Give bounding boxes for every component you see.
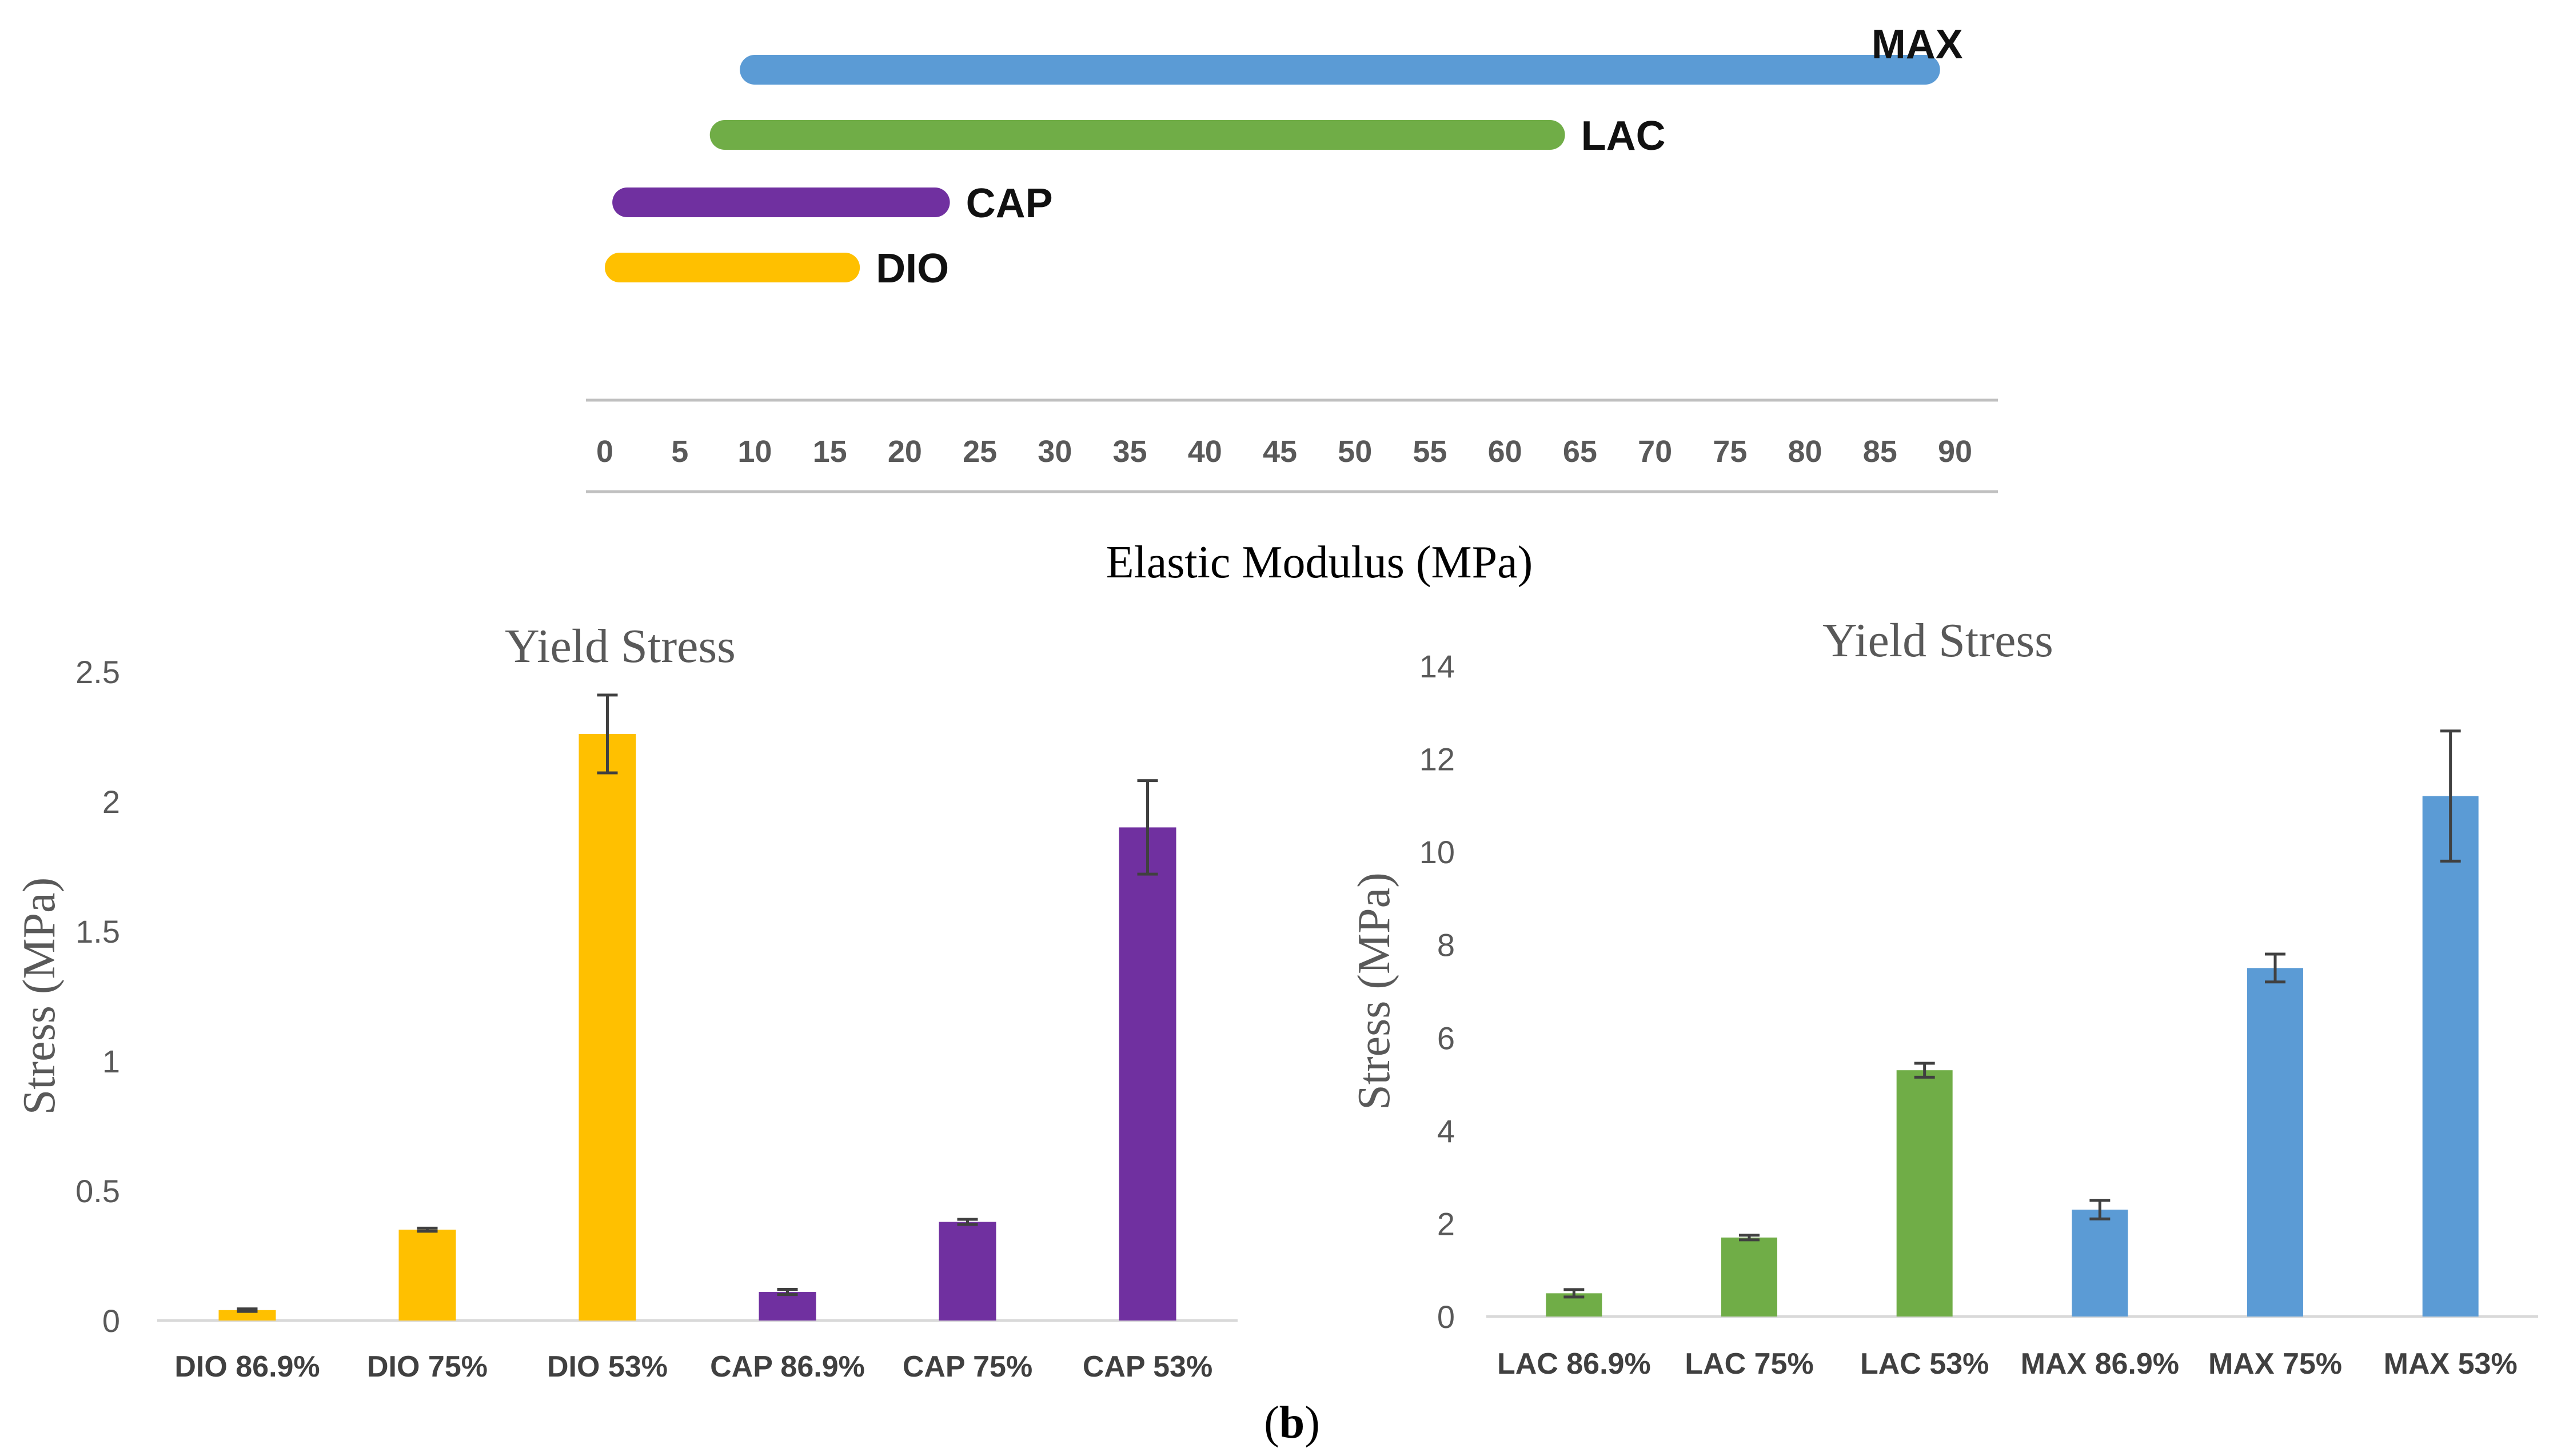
bar-dio-86-9pct	[218, 1310, 276, 1321]
y-axis-label: Stress (MPa)	[14, 877, 65, 1115]
range-bar-dio	[605, 253, 860, 282]
y-tick-label: 1.5	[75, 914, 120, 950]
y-tick-label: 0	[102, 1303, 120, 1339]
category-label-cap-86-9pct: CAP 86.9%	[710, 1350, 865, 1383]
range-bar-lac	[709, 120, 1565, 150]
range-label-cap: CAP	[966, 181, 1053, 226]
elastic-modulus-range-chart: MAX LAC CAP DIO 0 5 10 15 20 25 30 35 40 45 50 55 60 65 7…	[586, 22, 1998, 588]
error-bar-dio-53pct	[597, 693, 618, 775]
yield-stress-chart-dio-cap: Yield Stress Stress (MPa) 0 0.5 1 1.5 2 2.5 DIO …	[14, 620, 1238, 1383]
category-label-lac-86-9pct: LAC 86.9%	[1497, 1347, 1651, 1381]
figure-label-open: (	[1264, 1398, 1279, 1448]
category-label-max-53pct: MAX 53%	[2384, 1347, 2518, 1381]
range-tick-label: 60	[1488, 434, 1522, 469]
error-bar-lac-86-9pct	[1563, 1288, 1585, 1299]
range-tick-label: 45	[1263, 434, 1297, 469]
error-bar-cap-75pct	[957, 1218, 978, 1226]
range-tick-label: 50	[1338, 434, 1372, 469]
yield-stress-chart-lac-max: Yield Stress Stress (MPa) 0 2 4 6 8 10 12 14 LAC 8…	[1349, 614, 2538, 1381]
y-tick-label: 10	[1419, 834, 1455, 870]
y-axis-label: Stress (MPa)	[1349, 872, 1399, 1110]
range-tick-label: 15	[813, 434, 847, 469]
category-label-lac-53pct: LAC 53%	[1860, 1347, 1989, 1381]
chart-title: Yield Stress	[505, 620, 736, 673]
y-tick-label: 12	[1419, 741, 1455, 777]
range-tick-label: 5	[671, 434, 688, 469]
range-tick-label: 40	[1188, 434, 1222, 469]
figure-label-close: )	[1305, 1398, 1320, 1448]
range-tick-label: 55	[1413, 434, 1447, 469]
y-tick-label: 4	[1437, 1113, 1455, 1149]
bar-cap-53pct	[1119, 827, 1176, 1321]
bar-max-75pct	[2247, 968, 2303, 1317]
y-tick-label: 1	[102, 1043, 120, 1079]
range-label-max: MAX	[1872, 22, 1963, 67]
category-label-cap-75pct: CAP 75%	[903, 1350, 1032, 1383]
y-tick-label: 2.5	[75, 654, 120, 690]
error-bar-max-53pct	[2440, 729, 2461, 863]
range-tick-label: 30	[1038, 434, 1072, 469]
category-label-max-75pct: MAX 75%	[2208, 1347, 2342, 1381]
bar-lac-53pct	[1896, 1070, 1953, 1317]
range-tick-label: 70	[1638, 434, 1672, 469]
range-tick-label: 0	[596, 434, 613, 469]
range-tick-label: 80	[1788, 434, 1822, 469]
category-label-dio-86-9pct: DIO 86.9%	[174, 1350, 320, 1383]
bar-max-53pct	[2422, 796, 2479, 1317]
range-tick-label: 25	[963, 434, 997, 469]
error-bar-max-86-9pct	[2089, 1199, 2111, 1220]
error-bar-cap-53pct	[1137, 779, 1158, 876]
error-bar-lac-75pct	[1739, 1234, 1760, 1242]
range-tick-label: 35	[1113, 434, 1147, 469]
range-tick-label: 90	[1938, 434, 1972, 469]
range-tick-label: 20	[888, 434, 922, 469]
range-tick-label: 75	[1713, 434, 1747, 469]
chart-title: Yield Stress	[1822, 614, 2053, 667]
y-tick-label: 0	[1437, 1299, 1455, 1335]
category-label-dio-53pct: DIO 53%	[547, 1350, 668, 1383]
figure-label-letter: b	[1279, 1398, 1305, 1448]
range-axis-label: Elastic Modulus (MPa)	[1106, 537, 1533, 588]
bar-dio-53pct	[579, 733, 636, 1321]
range-tick-label: 85	[1863, 434, 1897, 469]
y-tick-label: 14	[1419, 648, 1455, 684]
category-label-dio-75pct: DIO 75%	[367, 1350, 488, 1383]
range-tick-label: 65	[1563, 434, 1597, 469]
y-tick-label: 2	[1437, 1206, 1455, 1242]
category-label-lac-75pct: LAC 75%	[1685, 1347, 1813, 1381]
error-bar-dio-86-9pct	[237, 1307, 258, 1313]
range-bar-max	[740, 55, 1940, 85]
bar-cap-86-9pct	[759, 1292, 816, 1321]
range-label-lac: LAC	[1581, 113, 1666, 159]
range-label-dio: DIO	[876, 246, 949, 292]
y-tick-label: 8	[1437, 927, 1455, 963]
category-label-cap-53pct: CAP 53%	[1083, 1350, 1212, 1383]
bar-cap-75pct	[939, 1222, 996, 1321]
y-tick-label: 0.5	[75, 1173, 120, 1209]
category-label-max-86-9pct: MAX 86.9%	[2021, 1347, 2179, 1381]
error-bar-lac-53pct	[1914, 1062, 1935, 1079]
bar-dio-75pct	[398, 1230, 456, 1321]
error-bar-max-75pct	[2265, 952, 2285, 984]
y-tick-label: 2	[102, 784, 120, 820]
range-bar-cap	[612, 188, 950, 217]
y-tick-label: 6	[1437, 1020, 1455, 1056]
error-bar-dio-75pct	[417, 1226, 438, 1233]
bar-lac-75pct	[1721, 1237, 1777, 1317]
bar-max-86-9pct	[2072, 1210, 2128, 1317]
error-bar-cap-86-9pct	[777, 1288, 798, 1297]
range-tick-label: 10	[737, 434, 772, 469]
figure-label: (b)	[1264, 1398, 1320, 1448]
